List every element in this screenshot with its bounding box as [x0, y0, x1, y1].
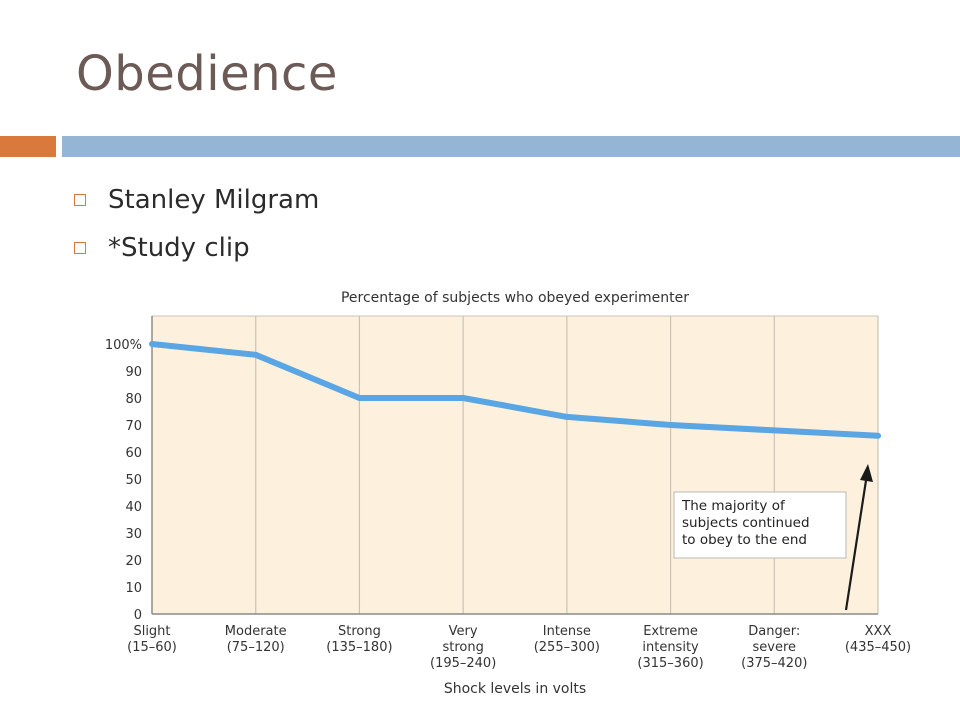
square-bullet-icon [74, 194, 86, 206]
x-tick-label: Extreme intensity (315–360) [637, 624, 703, 671]
bullet-item: Stanley Milgram [74, 180, 319, 220]
y-tick-label: 10 [125, 581, 142, 596]
plot-background [152, 316, 878, 614]
accent-bar-orange [0, 136, 56, 157]
y-tick-label: 80 [125, 392, 142, 407]
y-tick-label: 30 [125, 527, 142, 542]
y-tick-label: 90 [125, 365, 142, 380]
annotation-box [673, 491, 847, 559]
bullet-text: Stanley Milgram [108, 185, 320, 215]
y-tick-label: 70 [125, 419, 142, 434]
x-tick-label: Very strong (195–240) [430, 624, 496, 671]
y-tick-label: 60 [125, 446, 142, 461]
x-tick-label: Intense (255–300) [534, 624, 600, 655]
x-tick-label: Danger: severe (375–420) [741, 624, 807, 671]
annotation-text: subjects continued [682, 515, 810, 531]
bullet-text-study-clip[interactable]: *Study clip [108, 233, 250, 263]
bullet-item[interactable]: *Study clip [74, 228, 319, 268]
annotation-arrow [844, 473, 869, 611]
x-tick-label: Slight (15–60) [127, 624, 177, 655]
y-tick-label: 40 [125, 500, 142, 515]
annotation-text: The majority of [681, 498, 786, 514]
bullet-list: Stanley Milgram *Study clip [74, 180, 319, 276]
y-tick-label: 20 [125, 554, 142, 569]
chart-title: Percentage of subjects who obeyed experi… [341, 290, 689, 306]
series-line [149, 341, 881, 439]
x-tick-label: Strong (135–180) [326, 624, 392, 655]
obedience-line-chart: Percentage of subjects who obeyed experi… [105, 290, 911, 697]
x-tick-label: XXX (435–450) [845, 624, 911, 655]
annotation-text: to obey to the end [682, 532, 807, 548]
y-tick-label: 100% [105, 338, 142, 353]
x-axis-label: Shock levels in volts [444, 681, 586, 697]
slide-title: Obedience [76, 46, 338, 102]
arrow-head-icon [860, 464, 873, 482]
square-bullet-icon [74, 242, 86, 254]
y-tick-label: 50 [125, 473, 142, 488]
x-tick-label: Moderate (75–120) [225, 624, 287, 655]
y-tick-label: 0 [134, 608, 142, 623]
accent-bar-blue [62, 136, 960, 157]
